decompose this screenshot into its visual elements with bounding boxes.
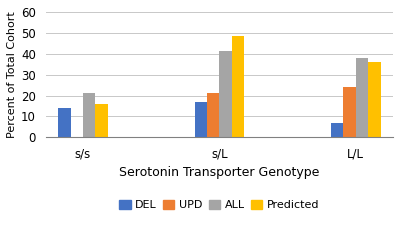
Bar — [194, 102, 207, 137]
Bar — [344, 87, 356, 137]
Bar — [207, 94, 219, 137]
Legend: DEL, UPD, ALL, Predicted: DEL, UPD, ALL, Predicted — [115, 196, 324, 215]
X-axis label: Serotonin Transporter Genotype: Serotonin Transporter Genotype — [119, 166, 320, 178]
Y-axis label: Percent of Total Cohort: Percent of Total Cohort — [7, 11, 17, 138]
Bar — [356, 58, 368, 137]
Bar — [58, 108, 70, 137]
Bar — [95, 104, 108, 137]
Bar — [232, 36, 244, 137]
Bar — [219, 50, 232, 137]
Bar — [368, 62, 381, 137]
Bar — [331, 123, 344, 137]
Bar — [83, 94, 95, 137]
